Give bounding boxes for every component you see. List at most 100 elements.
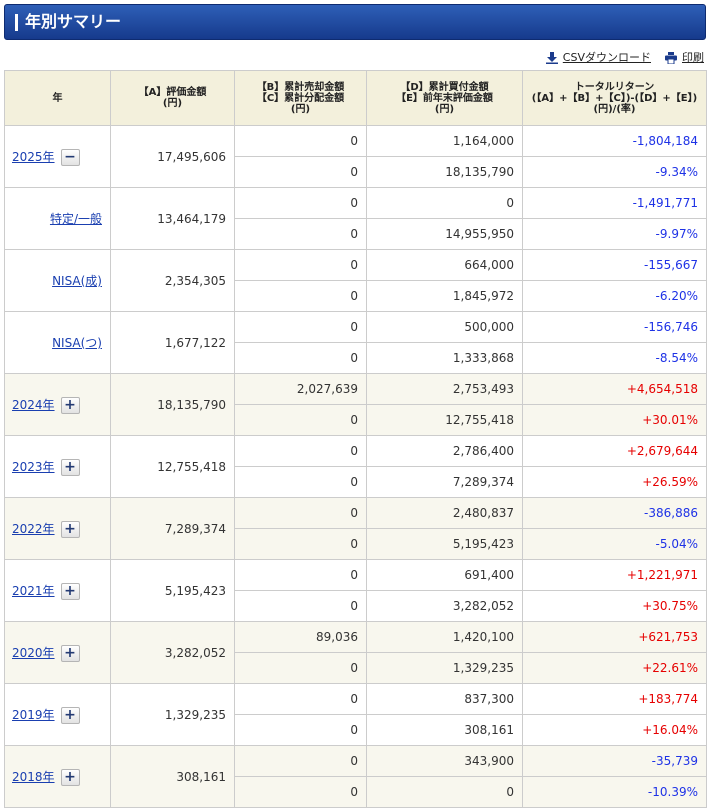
year-link[interactable]: 2019年 (12, 707, 55, 722)
expand-button[interactable]: + (60, 458, 80, 476)
cumulative-distribution-cell: 0 (234, 466, 367, 498)
header-line: (円) (434, 103, 455, 115)
total-return-cell: -386,886 (522, 497, 707, 529)
print-label: 印刷 (682, 51, 704, 64)
year-cell: 2023年 + (4, 435, 111, 498)
prev-year-valuation-cell: 18,135,790 (366, 156, 523, 188)
valuation-cell: 18,135,790 (110, 373, 235, 436)
col-purchase-prev-header: 【D】累計買付金額 【E】前年末評価金額 (円) (366, 70, 523, 126)
csv-download-button[interactable]: CSVダウンロード (545, 51, 651, 65)
account-link[interactable]: 特定/一般 (49, 212, 102, 226)
table-header-row: 年 【A】評価金額 (円) 【B】累計売却金額 【C】累計分配金額 (円) 【D… (4, 70, 707, 126)
cumulative-purchase-cell: 2,753,493 (366, 373, 523, 405)
table-row: 2020年 +3,282,052 89,036 1,420,100 +621,753 (4, 621, 707, 684)
header-accent-bar (15, 14, 18, 31)
total-return-cell: -1,491,771 (522, 187, 707, 219)
cumulative-distribution-cell: 0 (234, 652, 367, 684)
account-cell: 特定/一般 (4, 187, 111, 250)
cumulative-sales-cell: 89,036 (234, 621, 367, 653)
return-rate-cell: +16.04% (522, 714, 707, 746)
table-row: NISA(成) 2,354,305 0 664,000 -155,667 (4, 249, 707, 312)
col-year-header: 年 (4, 70, 111, 126)
cumulative-sales-cell: 0 (234, 559, 367, 591)
prev-year-valuation-cell: 0 (366, 776, 523, 808)
year-cell: 2021年 + (4, 559, 111, 622)
page-title: 年別サマリー (25, 12, 122, 31)
year-link[interactable]: 2023年 (12, 459, 55, 474)
total-return-cell: -156,746 (522, 311, 707, 343)
total-return-cell: +1,221,971 (522, 559, 707, 591)
cumulative-purchase-cell: 2,480,837 (366, 497, 523, 529)
cumulative-purchase-cell: 2,786,400 (366, 435, 523, 467)
page-header: 年別サマリー (4, 4, 706, 40)
year-link[interactable]: 2018年 (12, 769, 55, 784)
account-cell: NISA(つ) (4, 311, 111, 374)
valuation-cell: 1,677,122 (110, 311, 235, 374)
header-line: 【E】前年末評価金額 (396, 92, 493, 104)
prev-year-valuation-cell: 1,845,972 (366, 280, 523, 312)
total-return-cell: +4,654,518 (522, 373, 707, 405)
valuation-cell: 7,289,374 (110, 497, 235, 560)
expand-button[interactable]: + (60, 768, 80, 786)
table-row: 0 12,755,418 +30.01% (5, 404, 707, 436)
year-link[interactable]: 2024年 (12, 397, 55, 412)
expand-button[interactable]: + (60, 396, 80, 414)
prev-year-valuation-cell: 3,282,052 (366, 590, 523, 622)
prev-year-valuation-cell: 1,329,235 (366, 652, 523, 684)
cumulative-distribution-cell: 0 (234, 280, 367, 312)
cumulative-purchase-cell: 1,420,100 (366, 621, 523, 653)
prev-year-valuation-cell: 7,289,374 (366, 466, 523, 498)
total-return-cell: +2,679,644 (522, 435, 707, 467)
toolbar: CSVダウンロード 印刷 (545, 50, 704, 66)
prev-year-valuation-cell: 5,195,423 (366, 528, 523, 560)
cumulative-sales-cell: 0 (234, 683, 367, 715)
header-line: 【A】評価金額 (138, 87, 207, 98)
cumulative-purchase-cell: 1,164,000 (366, 125, 523, 157)
table-row: 2023年 +12,755,418 0 2,786,400 +2,679,644 (4, 435, 707, 498)
valuation-cell: 2,354,305 (110, 249, 235, 312)
return-rate-cell: -9.97% (522, 218, 707, 250)
cumulative-distribution-cell: 0 (234, 218, 367, 250)
cumulative-distribution-cell: 0 (234, 714, 367, 746)
cumulative-purchase-cell: 500,000 (366, 311, 523, 343)
year-link[interactable]: 2025年 (12, 149, 55, 164)
year-link[interactable]: 2022年 (12, 521, 55, 536)
return-rate-cell: +30.01% (522, 404, 707, 436)
year-link[interactable]: 2021年 (12, 583, 55, 598)
cumulative-sales-cell: 0 (234, 497, 367, 529)
cumulative-sales-cell: 0 (234, 187, 367, 219)
prev-year-valuation-cell: 1,333,868 (366, 342, 523, 374)
year-cell: 2020年 + (4, 621, 111, 684)
cumulative-distribution-cell: 0 (234, 156, 367, 188)
expand-button[interactable]: + (60, 644, 80, 662)
cumulative-purchase-cell: 0 (366, 187, 523, 219)
table-row: NISA(つ) 1,677,122 0 500,000 -156,746 (4, 311, 707, 374)
collapse-button[interactable]: − (60, 148, 80, 166)
total-return-cell: -155,667 (522, 249, 707, 281)
table-body: 2025年 −17,495,606 0 1,164,000 -1,804,184 0 18,… (4, 125, 707, 808)
year-link[interactable]: 2020年 (12, 645, 55, 660)
print-button[interactable]: 印刷 (665, 51, 704, 65)
expand-button[interactable]: + (60, 520, 80, 538)
col-total-return-header: トータルリターン (【A】+【B】+【C】)-(【D】+【E】) (円)/(率) (522, 70, 707, 126)
cumulative-sales-cell: 0 (234, 125, 367, 157)
valuation-cell: 308,161 (110, 745, 235, 808)
table-row: 0 5,195,423 -5.04% (5, 528, 707, 560)
cumulative-sales-cell: 0 (234, 745, 367, 777)
table-row: 2018年 +308,161 0 343,900 -35,739 (4, 745, 707, 808)
expand-button[interactable]: + (60, 582, 80, 600)
header-line: 【C】累計分配金額 (256, 92, 345, 104)
valuation-cell: 13,464,179 (110, 187, 235, 250)
year-cell: 2025年 − (4, 125, 111, 188)
cumulative-sales-cell: 0 (234, 311, 367, 343)
printer-icon (665, 52, 677, 65)
account-link[interactable]: NISA(成) (52, 274, 102, 288)
table-row: 2022年 +7,289,374 0 2,480,837 -386,886 (4, 497, 707, 560)
account-link[interactable]: NISA(つ) (52, 336, 102, 350)
header-line: (円) (290, 103, 311, 115)
return-rate-cell: +26.59% (522, 466, 707, 498)
expand-button[interactable]: + (60, 706, 80, 724)
table-row: 0 18,135,790 -9.34% (5, 156, 707, 188)
table-row: 0 14,955,950 -9.97% (5, 218, 707, 250)
valuation-cell: 3,282,052 (110, 621, 235, 684)
